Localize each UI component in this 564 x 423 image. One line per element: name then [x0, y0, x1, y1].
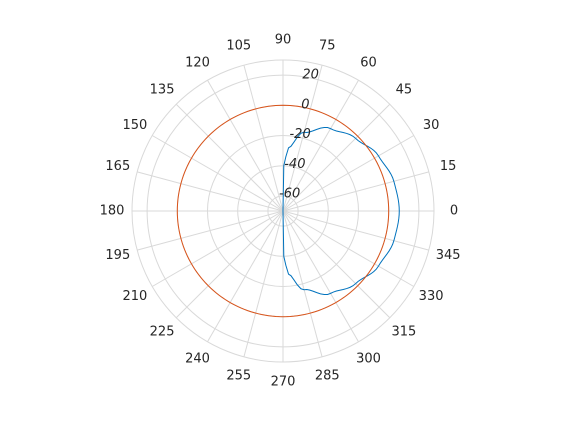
- angle-tick-label: 0: [450, 204, 458, 219]
- radial-grid-circle: [207, 135, 359, 287]
- series-line-2: [176, 104, 390, 318]
- angle-tick-label: 120: [185, 55, 210, 70]
- angle-tick-label: 150: [122, 118, 147, 133]
- angle-tick-label: 60: [360, 55, 377, 70]
- angle-tick-label: 285: [315, 369, 340, 384]
- angle-tick-label: 210: [122, 289, 147, 304]
- angle-tick-label: 240: [185, 352, 210, 367]
- radial-tick-label: -20: [289, 127, 310, 142]
- angle-tick-label: 300: [356, 352, 381, 367]
- radial-tick-label: 0: [301, 97, 309, 112]
- radial-grid-circle: [146, 74, 420, 348]
- radial-tick-label: -40: [284, 157, 305, 172]
- angle-tick-label: 90: [275, 33, 292, 48]
- radial-tick-labels: -60 -40 -20 0 20: [279, 68, 319, 202]
- angle-tick-label: 345: [436, 248, 461, 263]
- angle-tick-label: 15: [440, 159, 457, 174]
- angle-tick-label: 330: [419, 289, 444, 304]
- angle-tick-label: 135: [150, 83, 175, 98]
- radial-tick-label: 20: [302, 68, 319, 83]
- angle-tick-label: 30: [423, 118, 440, 133]
- angle-tick-label: 195: [105, 248, 130, 263]
- angle-tick-label: 270: [271, 375, 296, 390]
- angle-tick-label: 165: [105, 159, 130, 174]
- angle-tick-label: 315: [392, 324, 417, 339]
- series-line-1: [282, 126, 400, 296]
- series-layer: [176, 104, 400, 318]
- angle-tick-label: 105: [226, 38, 251, 53]
- polar-outer-circle: [131, 59, 435, 363]
- angle-tick-labels: 0 15 30 45 60 75 90 105 120 135 150 165 180 195 210 225…: [100, 33, 461, 390]
- angle-tick-label: 225: [150, 324, 175, 339]
- angle-tick-label: 255: [226, 369, 251, 384]
- radial-tick-label: -60: [279, 187, 300, 202]
- angle-tick-label: 180: [100, 204, 125, 219]
- radial-grid-circle: [237, 165, 329, 257]
- angle-tick-label: 75: [319, 38, 336, 53]
- angle-tick-label: 45: [396, 83, 413, 98]
